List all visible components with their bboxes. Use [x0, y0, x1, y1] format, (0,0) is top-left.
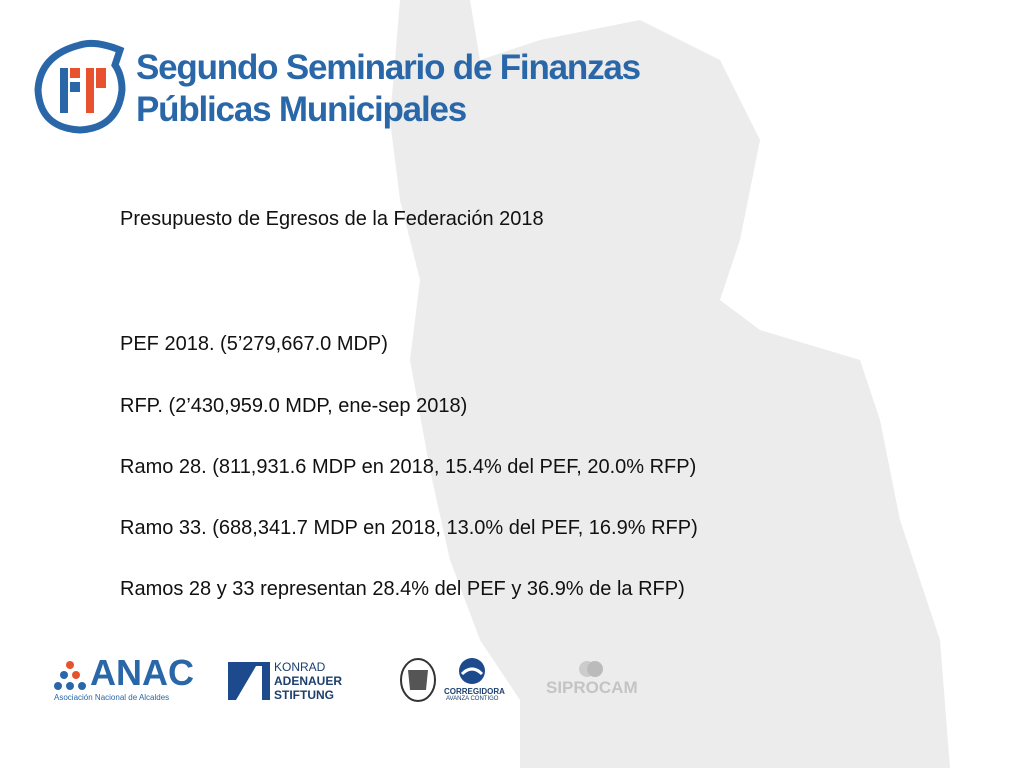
corregidora-icon [400, 658, 485, 702]
anac-subtitle: Asociación Nacional de Alcaldes [54, 693, 170, 702]
text-line: PEF 2018. (5’279,667.0 MDP) [120, 333, 388, 355]
fp-logo [34, 39, 126, 134]
title: Segundo Seminario de Finanzas [136, 48, 641, 87]
corregidora-logo: CORREGIDORA [444, 687, 505, 696]
kas-logo: ADENAUER [274, 674, 343, 688]
subtitle: Presupuesto de Egresos de la Federación … [120, 208, 544, 230]
text-line: RFP. (2’430,959.0 MDP, ene-sep 2018) [120, 395, 468, 417]
siprocam-icon [579, 661, 603, 677]
text-line: Ramo 28. (811,931.6 MDP en 2018, 15.4% d… [120, 456, 697, 478]
corregidora-subtitle: AVANZA CONTIGO [446, 696, 499, 702]
text-line: Ramo 33. (688,341.7 MDP en 2018, 13.0% d… [120, 517, 698, 539]
kas-logo: KONRAD [274, 660, 326, 674]
anac-logo: ANAC [90, 652, 194, 693]
kas-logo: STIFTUNG [274, 688, 334, 702]
kas-icon [228, 662, 270, 700]
text-line: Ramos 28 y 33 representan 28.4% del PEF … [120, 578, 685, 600]
title: Públicas Municipales [136, 90, 467, 129]
siprocam-logo: SIPROCAM [546, 678, 638, 697]
anac-icon [54, 661, 86, 690]
